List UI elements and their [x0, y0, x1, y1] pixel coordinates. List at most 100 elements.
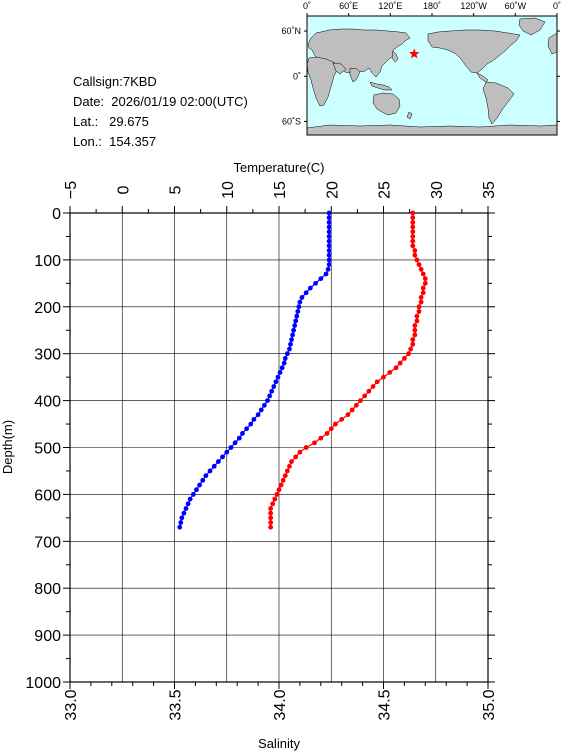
temperature-point [284, 351, 290, 357]
salinity-point [410, 238, 416, 244]
temperature-tick-label: 15 [272, 181, 289, 199]
salinity-point [289, 459, 294, 464]
temperature-tick-label: 25 [377, 181, 394, 199]
temperature-point [179, 515, 185, 521]
salinity-point [362, 393, 368, 399]
depth-tick-label: 100 [34, 253, 61, 270]
temperature-point [297, 299, 303, 305]
salinity-point [282, 473, 288, 479]
salinity-point [270, 501, 276, 507]
depth-tick-label: 200 [34, 300, 61, 317]
temperature-point [291, 327, 297, 333]
temperature-point [299, 295, 305, 300]
salinity-tick-label: 33.5 [168, 689, 185, 720]
depth-tick-label: 700 [34, 534, 61, 551]
depth-tick-label: 400 [34, 394, 61, 411]
salinity-point [328, 426, 334, 432]
map-longitude-label: 60˚W [505, 1, 527, 11]
depth-tick-label: 1000 [25, 675, 61, 692]
depth-tick-label: 800 [34, 581, 61, 598]
salinity-point [349, 407, 355, 413]
temperature-point [326, 243, 332, 249]
salinity-point [345, 412, 351, 418]
temperature-point [177, 524, 183, 530]
temperature-tick-label: 5 [168, 185, 185, 194]
salinity-point [268, 520, 274, 525]
station-marker-star-icon [408, 48, 420, 59]
salinity-point [410, 337, 416, 343]
salinity-point [297, 449, 303, 455]
temperature-point [294, 313, 300, 319]
date-label: Date: 2026/01/19 02:00(UTC) [73, 94, 248, 109]
temperature-point [323, 271, 329, 277]
salinity-point [280, 477, 286, 483]
temperature-point [261, 402, 267, 408]
temperature-axis-label: Temperature(C) [233, 160, 324, 175]
salinity-point [268, 506, 274, 511]
salinity-point [416, 262, 422, 267]
temperature-point [288, 341, 293, 347]
salinity-point [422, 280, 428, 286]
map-latitude-label: 0˚ [293, 71, 301, 81]
salinity-point [333, 421, 338, 427]
temperature-point [271, 384, 277, 389]
temperature-point [269, 388, 275, 394]
salinity-point [278, 482, 284, 488]
temperature-point [181, 510, 187, 516]
temperature-point [295, 309, 301, 314]
temperature-point [293, 318, 299, 324]
temperature-point [307, 285, 313, 291]
temperature-point [215, 459, 221, 464]
temperature-point [207, 468, 213, 474]
salinity-point [284, 468, 290, 474]
temperature-point [289, 337, 294, 343]
salinity-axis-label: Salinity [258, 736, 300, 751]
temperature-point [255, 412, 261, 418]
salinity-point [387, 370, 393, 375]
salinity-point [410, 210, 416, 216]
salinity-point [268, 515, 274, 521]
temperature-point [273, 379, 279, 385]
salinity-point [418, 266, 424, 272]
temperature-point [211, 463, 217, 469]
temperature-point [267, 393, 272, 399]
salinity-point [370, 384, 376, 389]
salinity-tick-label: 34.5 [377, 689, 394, 720]
salinity-point [412, 252, 418, 258]
temperature-point [326, 210, 332, 216]
salinity-point [420, 290, 426, 296]
temperature-point [275, 374, 281, 380]
temperature-point [313, 280, 318, 286]
salinity-point [353, 402, 359, 408]
salinity-point [414, 257, 420, 263]
temperature-point [224, 449, 230, 455]
salinity-point [268, 510, 274, 516]
salinity-point [293, 454, 299, 460]
temperature-tick-label: 30 [429, 181, 446, 199]
salinity-point [418, 299, 424, 305]
depth-tick-label: 300 [34, 347, 61, 364]
temperature-point [220, 454, 225, 460]
salinity-point [414, 318, 420, 324]
salinity-point [402, 355, 407, 361]
longitude-label: Lon.: 154.357 [73, 134, 157, 149]
salinity-point [366, 388, 372, 394]
salinity-point [412, 248, 418, 253]
map-longitude-label: 0˚ [303, 1, 311, 11]
station-info: Callsign:7KBD Date: 2026/01/19 02:00(UTC… [73, 72, 248, 152]
temperature-point [326, 262, 332, 267]
salinity-point [268, 524, 274, 530]
salinity-point [406, 351, 411, 357]
salinity-point [374, 379, 380, 385]
depth-tick-label: 500 [34, 441, 61, 458]
callsign-label: Callsign:7KBD [73, 74, 157, 89]
salinity-point [393, 365, 399, 371]
temperature-point [281, 360, 287, 366]
latitude-label: Lat.: 29.675 [73, 114, 149, 129]
salinity-point [276, 487, 282, 493]
map-longitude-label: 0˚ [553, 1, 561, 11]
salinity-point [412, 323, 418, 328]
temperature-tick-label: 35 [481, 181, 498, 199]
temperature-point [325, 266, 331, 272]
temperature-point [265, 398, 270, 403]
